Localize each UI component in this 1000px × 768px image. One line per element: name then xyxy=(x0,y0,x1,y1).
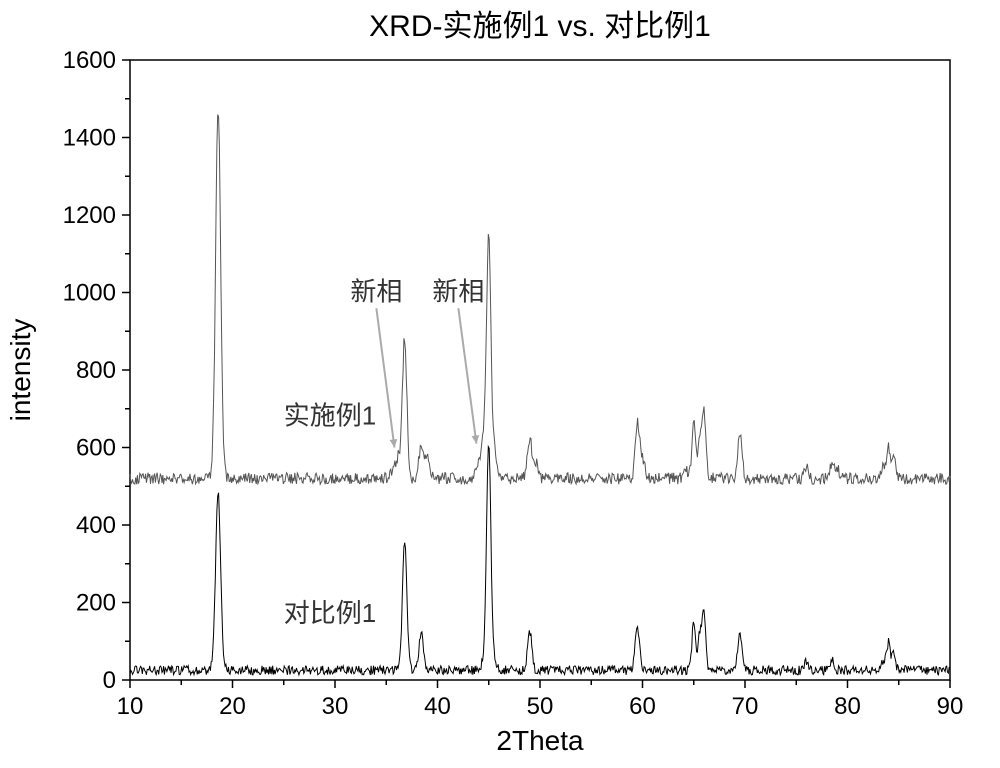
y-tick-label: 200 xyxy=(76,590,116,617)
series-0 xyxy=(130,115,950,485)
x-tick-label: 30 xyxy=(322,693,349,720)
x-tick-label: 20 xyxy=(219,693,246,720)
y-tick-label: 1400 xyxy=(63,125,116,152)
xrd-chart: XRD-实施例1 vs. 对比例1 10 20 30 40 50 60 70 80 90 2Thet… xyxy=(0,0,1000,768)
y-tick-label: 1600 xyxy=(63,47,116,74)
x-tick-label: 80 xyxy=(834,693,861,720)
x-axis-label: 2Theta xyxy=(496,725,584,756)
x-tick-label: 60 xyxy=(629,693,656,720)
y-tick-label: 600 xyxy=(76,435,116,462)
y-axis-label: intensity xyxy=(5,319,36,422)
plot-frame xyxy=(130,60,950,680)
annotation-arrow-0 xyxy=(376,308,394,447)
chart-svg: XRD-实施例1 vs. 对比例1 10 20 30 40 50 60 70 80 90 2Thet… xyxy=(0,0,1000,768)
annotation-label-0: 新相 xyxy=(350,276,402,306)
y-tick-label: 400 xyxy=(76,512,116,539)
x-tick-label: 40 xyxy=(424,693,451,720)
annotation-arrow-1 xyxy=(458,308,476,443)
y-tick-label: 1200 xyxy=(63,202,116,229)
y-tick-label: 1000 xyxy=(63,280,116,307)
chart-title: XRD-实施例1 vs. 对比例1 xyxy=(369,10,711,43)
x-tick-label: 10 xyxy=(117,693,144,720)
series-label-0: 实施例1 xyxy=(284,400,376,430)
series-label-1: 对比例1 xyxy=(284,598,376,628)
y-tick-label: 0 xyxy=(103,667,116,694)
annotation-label-1: 新相 xyxy=(432,276,484,306)
x-tick-label: 90 xyxy=(937,693,964,720)
x-tick-label: 70 xyxy=(732,693,759,720)
x-tick-label: 50 xyxy=(527,693,554,720)
y-tick-label: 800 xyxy=(76,357,116,384)
